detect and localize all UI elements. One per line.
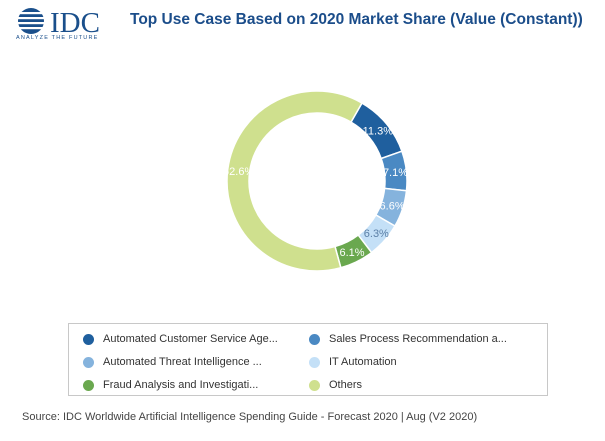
chart-area: 11.3% 7.1% 6.6% 6.3% 6.1% 62.6% xyxy=(223,90,408,272)
logo-wordmark: IDC xyxy=(50,7,100,39)
legend-item[interactable]: Automated Customer Service Age... xyxy=(83,333,278,345)
legend-label: Others xyxy=(329,379,363,391)
legend-label: IT Automation xyxy=(329,356,397,368)
legend-label: Automated Customer Service Age... xyxy=(103,333,278,345)
legend-label: Automated Threat Intelligence ... xyxy=(103,356,262,368)
legend-swatch xyxy=(83,379,94,391)
legend-item[interactable]: IT Automation xyxy=(309,356,397,368)
legend: Automated Customer Service Age... Sales … xyxy=(68,323,548,396)
slice-data-label: 6.1% xyxy=(340,247,365,259)
source-note: Source: IDC Worldwide Artificial Intelli… xyxy=(22,411,478,423)
legend-item[interactable]: Automated Threat Intelligence ... xyxy=(83,356,262,368)
legend-item[interactable]: Others xyxy=(309,379,362,391)
slice-data-label: 6.6% xyxy=(380,201,405,213)
idc-logo: IDC xyxy=(16,6,126,46)
donut-chart: 11.3% 7.1% 6.6% 6.3% 6.1% 62.6% xyxy=(223,90,408,272)
idc-logo-graphic: IDC xyxy=(16,7,100,39)
legend-item[interactable]: Fraud Analysis and Investigati... xyxy=(83,379,258,391)
donut-slice[interactable] xyxy=(226,90,364,272)
legend-label: Fraud Analysis and Investigati... xyxy=(103,379,259,391)
legend-label: Sales Process Recommendation a... xyxy=(329,333,507,345)
chart-title: Top Use Case Based on 2020 Market Share … xyxy=(130,11,583,28)
globe-icon xyxy=(16,8,46,34)
legend-swatch xyxy=(309,333,320,345)
legend-item[interactable]: Sales Process Recommendation a... xyxy=(309,333,507,345)
logo-tagline: ANALYZE THE FUTURE xyxy=(16,35,99,41)
slice-data-label: 7.1% xyxy=(383,167,408,179)
slice-data-label: 6.3% xyxy=(364,228,389,240)
legend-swatch xyxy=(309,379,320,391)
slice-data-label: 62.6% xyxy=(223,166,254,178)
legend-swatch xyxy=(83,356,94,368)
legend-swatch xyxy=(83,333,94,345)
slice-data-label: 11.3% xyxy=(363,126,394,138)
legend-swatch xyxy=(309,356,320,368)
